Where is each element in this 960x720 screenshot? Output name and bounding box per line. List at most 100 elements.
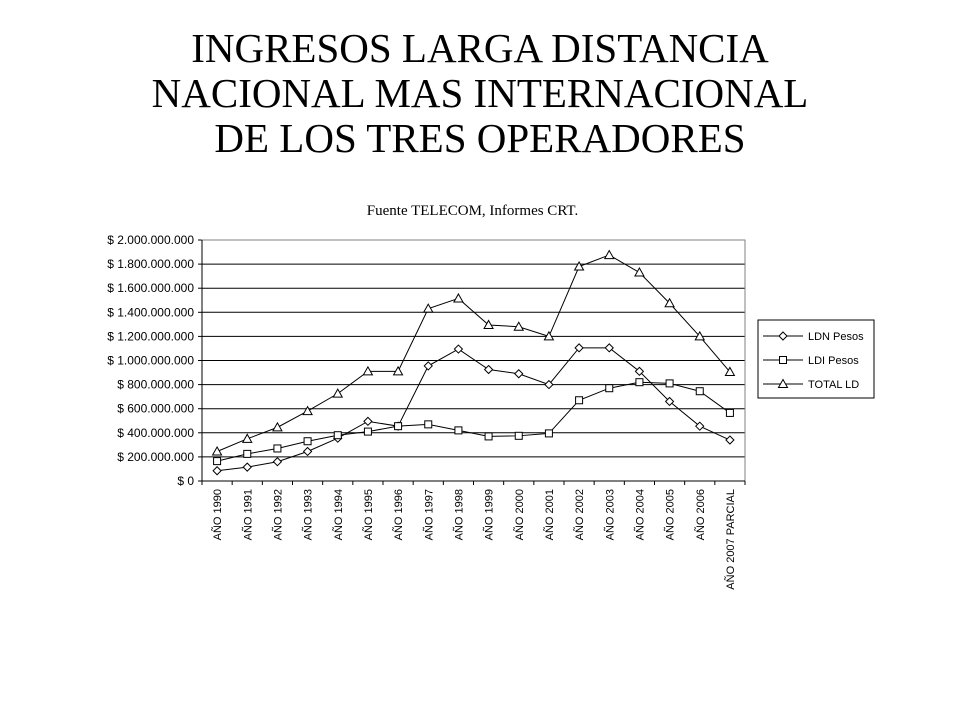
x-tick-label: AÑO 1995 — [362, 489, 375, 540]
data-point-diamond — [272, 457, 283, 467]
legend-label: TOTAL LD — [808, 379, 859, 391]
data-point-diamond — [778, 331, 788, 341]
data-point-diamond — [423, 361, 433, 371]
title-line-1: INGRESOS LARGA DISTANCIA — [191, 25, 769, 71]
data-point-triangle — [664, 297, 675, 308]
legend: LDN Pesos LDI Pesos TOTAL LD — [757, 319, 875, 399]
x-tick-label: AÑO 1990 — [211, 489, 224, 540]
data-point-triangle — [422, 303, 434, 313]
x-tick-label: AÑO 1999 — [483, 489, 496, 540]
data-point-square — [303, 437, 312, 446]
data-point-diamond — [604, 343, 614, 353]
data-point-diamond — [634, 366, 645, 377]
data-point-triangle — [513, 321, 525, 331]
legend-label: LDI Pesos — [808, 355, 859, 367]
data-point-triangle — [777, 378, 789, 388]
axes — [201, 240, 746, 485]
y-tick-label: $ 800.000.000 — [117, 378, 194, 392]
data-point-triangle — [694, 330, 706, 341]
data-point-diamond — [574, 343, 584, 353]
data-point-square — [635, 378, 644, 387]
series-line — [216, 254, 731, 452]
y-tick-label: $ 1.000.000.000 — [107, 354, 194, 368]
x-tick-label: AÑO 2003 — [603, 489, 616, 540]
data-point-diamond — [483, 364, 494, 375]
y-tick-label: $ 200.000.000 — [117, 450, 194, 464]
data-point-square — [725, 408, 734, 417]
x-tick-label: AÑO 1991 — [241, 489, 254, 540]
data-point-triangle — [362, 365, 374, 376]
legend-entry: TOTAL LD — [763, 378, 859, 391]
data-point-diamond — [695, 421, 705, 431]
data-point-triangle — [483, 319, 494, 329]
data-point-diamond — [212, 466, 222, 476]
y-tick-label: $ 400.000.000 — [117, 426, 194, 440]
series-3 — [211, 249, 736, 456]
x-tick-label: AÑO 1998 — [452, 489, 465, 540]
data-point-square — [213, 457, 222, 466]
data-point-square — [514, 431, 523, 440]
data-point-square — [424, 420, 433, 429]
x-tick-label: AÑO 1993 — [302, 489, 315, 540]
data-point-square — [243, 449, 252, 458]
data-point-square — [454, 426, 463, 435]
x-tick-label: AÑO 2002 — [573, 489, 586, 540]
data-point-square — [605, 384, 614, 393]
y-tick-label: $ 2.000.000.000 — [107, 233, 194, 247]
source-note: Fuente TELECOM, Informes CRT. — [366, 203, 579, 219]
data-point-triangle — [724, 366, 736, 376]
data-point-triangle — [543, 330, 555, 341]
data-point-triangle — [211, 445, 223, 456]
data-point-triangle — [634, 267, 645, 277]
data-point-square — [575, 396, 584, 405]
slide-title: INGRESOS LARGA DISTANCIA NACIONAL MAS IN… — [0, 26, 960, 161]
data-point-triangle — [272, 421, 283, 432]
y-tick-label: $ 1.400.000.000 — [107, 305, 194, 319]
x-tick-label: AÑO 1994 — [332, 489, 345, 540]
y-tick-labels: $ 0 $ 200.000.000 $ 400.000.000 $ 600.000.0… — [107, 233, 194, 488]
y-tick-label: $ 600.000.000 — [117, 402, 194, 416]
x-tick-label: AÑO 1997 — [422, 489, 435, 540]
y-tick-label: $ 1.600.000.000 — [107, 281, 194, 295]
data-point-triangle — [453, 292, 464, 303]
data-point-diamond — [725, 435, 735, 445]
data-point-square — [363, 427, 372, 436]
data-point-triangle — [603, 249, 615, 260]
data-point-square — [333, 431, 342, 440]
data-point-diamond — [453, 344, 464, 354]
data-point-diamond — [664, 396, 675, 407]
data-point-diamond — [242, 462, 252, 472]
legend-entry: LDN Pesos — [763, 331, 864, 343]
legend-label: LDN Pesos — [808, 331, 864, 343]
y-tick-label: $ 1.800.000.000 — [107, 257, 194, 271]
data-point-square — [665, 379, 674, 388]
x-tick-label: AÑO 2004 — [633, 489, 646, 540]
x-tick-label: AÑO 1996 — [392, 489, 405, 540]
x-tick-label: AÑO 2006 — [694, 489, 707, 540]
x-tick-labels: AÑO 1990 AÑO 1991 AÑO 1992 AÑO 1993 AÑO 1994… — [211, 489, 737, 590]
data-point-square — [544, 429, 553, 438]
y-tick-label: $ 1.200.000.000 — [107, 329, 194, 343]
data-point-square — [484, 432, 493, 441]
legend-box — [757, 319, 875, 399]
title-line-2: NACIONAL MAS INTERNACIONAL — [151, 70, 809, 116]
series-1 — [212, 343, 735, 476]
x-tick-label: AÑO 2007 PARCIAL — [724, 489, 737, 590]
x-tick-label: AÑO 1992 — [271, 489, 284, 540]
data-point-square — [273, 444, 282, 453]
data-point-square — [394, 422, 403, 431]
series-line — [217, 347, 731, 472]
title-line-3: DE LOS TRES OPERADORES — [214, 115, 746, 161]
data-point-diamond — [514, 369, 524, 379]
data-point-square — [779, 356, 787, 364]
legend-entry: LDI Pesos — [763, 355, 859, 367]
data-point-triangle — [392, 365, 404, 376]
data-point-triangle — [302, 405, 313, 416]
data-point-square — [695, 387, 704, 396]
series — [211, 249, 736, 476]
data-point-diamond — [302, 446, 313, 457]
x-tick-label: AÑO 2005 — [664, 489, 677, 540]
data-point-diamond — [544, 379, 554, 390]
data-point-triangle — [241, 433, 253, 443]
